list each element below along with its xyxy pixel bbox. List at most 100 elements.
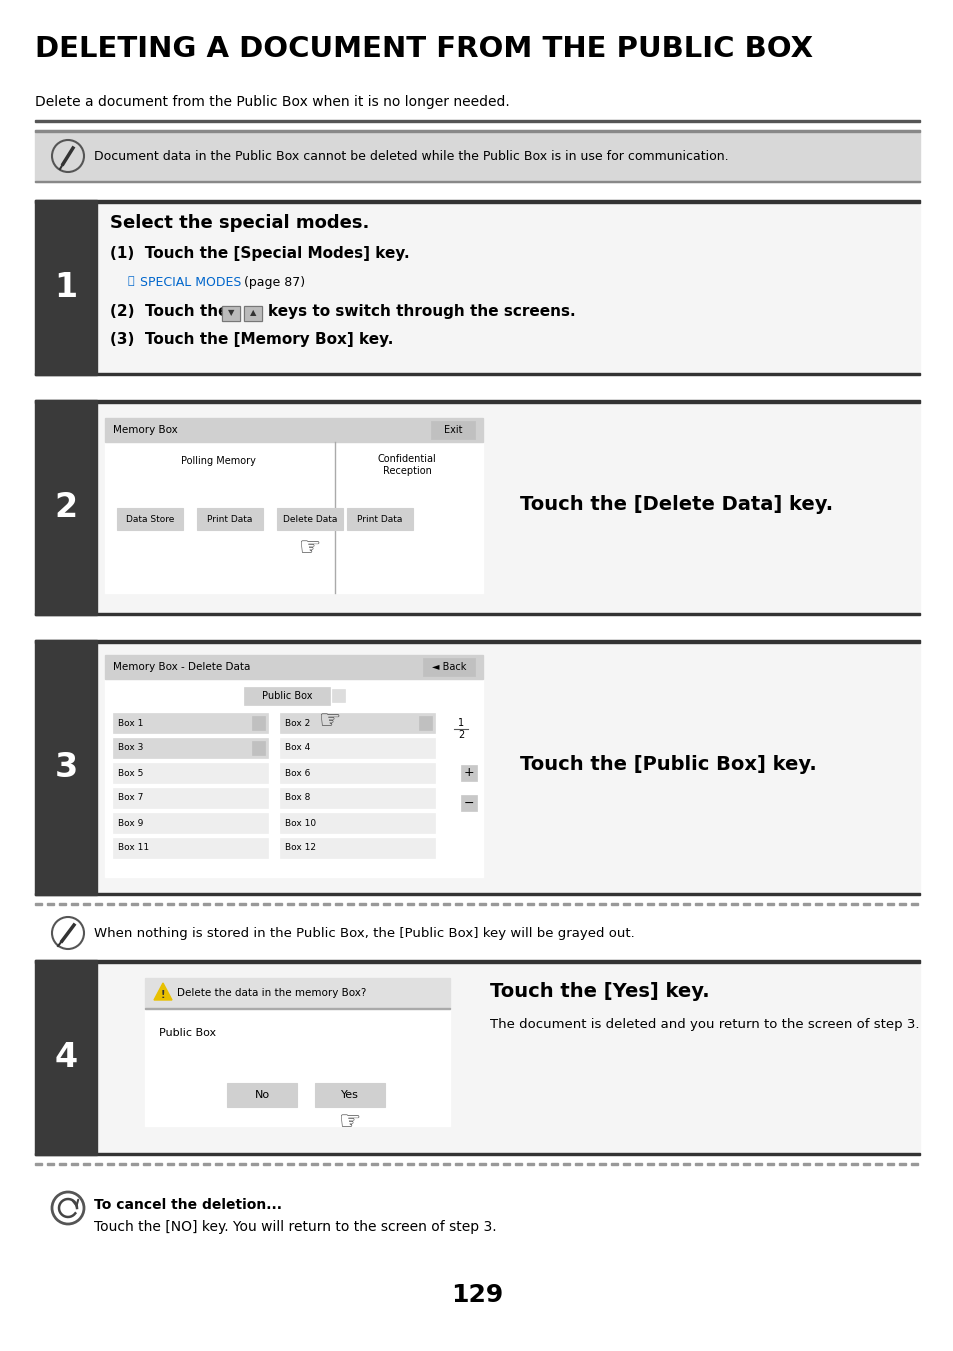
Text: ◄ Back: ◄ Back <box>432 662 466 671</box>
Bar <box>227 902 233 905</box>
Text: Box 4: Box 4 <box>285 743 310 753</box>
Bar <box>442 902 450 905</box>
Bar <box>196 508 263 530</box>
Bar <box>790 1163 797 1165</box>
Bar <box>418 902 426 905</box>
Bar <box>47 902 54 905</box>
Bar <box>280 788 435 808</box>
Bar <box>526 1163 534 1165</box>
Bar <box>112 763 268 784</box>
Bar <box>335 902 341 905</box>
Text: SPECIAL MODES: SPECIAL MODES <box>140 276 241 289</box>
Bar <box>35 400 919 403</box>
Bar <box>112 788 268 808</box>
Bar <box>659 1163 665 1165</box>
Bar <box>478 902 485 905</box>
Bar <box>35 902 42 905</box>
Bar <box>131 902 138 905</box>
Bar <box>850 902 857 905</box>
Bar <box>862 902 869 905</box>
Bar <box>35 400 919 615</box>
Bar <box>332 689 345 703</box>
Text: Box 5: Box 5 <box>118 769 143 777</box>
Bar <box>622 1163 629 1165</box>
Text: Print Data: Print Data <box>207 515 253 523</box>
Bar <box>779 1163 785 1165</box>
Bar <box>251 1163 257 1165</box>
Bar <box>491 902 497 905</box>
Bar <box>730 902 738 905</box>
Bar <box>117 508 183 530</box>
Bar <box>898 1163 905 1165</box>
Bar <box>371 1163 377 1165</box>
Text: Box 2: Box 2 <box>285 719 310 727</box>
Bar <box>35 612 919 615</box>
Bar <box>105 417 482 442</box>
Text: !: ! <box>161 990 165 1000</box>
Bar <box>766 902 773 905</box>
Bar <box>107 1163 113 1165</box>
Text: ▼: ▼ <box>228 308 234 317</box>
Bar <box>422 658 475 676</box>
Text: No: No <box>254 1090 270 1100</box>
Bar <box>203 1163 210 1165</box>
Bar <box>562 1163 569 1165</box>
Bar <box>311 902 317 905</box>
Bar <box>460 794 476 811</box>
Text: When nothing is stored in the Public Box, the [Public Box] key will be grayed ou: When nothing is stored in the Public Box… <box>94 927 634 939</box>
Bar <box>730 1163 738 1165</box>
Bar <box>280 713 435 734</box>
Bar <box>551 1163 558 1165</box>
Bar <box>35 200 919 203</box>
Bar <box>575 902 581 905</box>
Bar <box>35 130 919 131</box>
Bar <box>838 1163 845 1165</box>
Text: ☞: ☞ <box>338 1111 361 1133</box>
Bar <box>371 902 377 905</box>
Bar <box>35 400 97 615</box>
Bar <box>95 902 102 905</box>
Bar <box>280 838 435 858</box>
Bar <box>251 902 257 905</box>
Bar <box>112 813 268 834</box>
Text: To cancel the deletion...: To cancel the deletion... <box>94 1198 282 1212</box>
Bar <box>395 1163 401 1165</box>
Bar <box>610 1163 618 1165</box>
Bar <box>742 1163 749 1165</box>
Text: 1: 1 <box>457 717 463 728</box>
Text: (page 87): (page 87) <box>240 276 305 289</box>
Bar <box>35 893 919 894</box>
Bar <box>460 765 476 781</box>
Bar <box>314 1084 385 1106</box>
Bar <box>35 640 919 894</box>
Bar <box>526 902 534 905</box>
Text: Delete Data: Delete Data <box>282 515 336 523</box>
Bar <box>586 1163 594 1165</box>
Bar <box>35 373 919 376</box>
Bar <box>274 902 282 905</box>
Text: Select the special modes.: Select the special modes. <box>110 213 369 232</box>
Bar <box>287 902 294 905</box>
Bar <box>95 1163 102 1165</box>
Bar <box>551 902 558 905</box>
Bar <box>287 1163 294 1165</box>
Bar <box>431 1163 437 1165</box>
Bar <box>280 813 435 834</box>
Text: 2: 2 <box>54 490 77 524</box>
Text: 3: 3 <box>54 751 77 784</box>
Bar <box>814 902 821 905</box>
Bar <box>239 1163 246 1165</box>
Bar <box>35 130 919 182</box>
Bar <box>112 838 268 858</box>
Text: (2)  Touch the: (2) Touch the <box>110 304 229 319</box>
Bar <box>244 305 262 322</box>
Bar <box>670 902 678 905</box>
Bar <box>874 902 882 905</box>
Text: +: + <box>463 766 474 780</box>
Text: Touch the [Delete Data] key.: Touch the [Delete Data] key. <box>519 496 832 515</box>
Bar <box>335 1163 341 1165</box>
Bar <box>622 902 629 905</box>
Bar <box>131 1163 138 1165</box>
Bar <box>143 1163 150 1165</box>
Bar <box>358 1163 366 1165</box>
